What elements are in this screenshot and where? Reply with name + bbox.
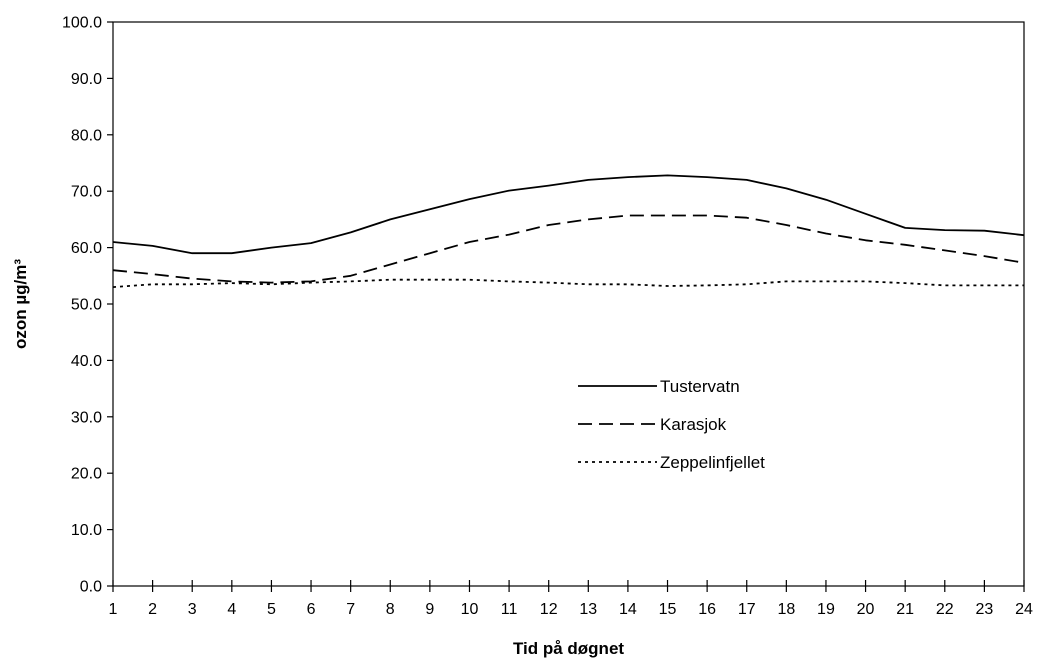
legend: Tustervatn Karasjok Zeppelinfjellet	[578, 377, 765, 472]
y-tick-label: 80.0	[71, 127, 102, 144]
x-axis-ticks: 1 2 3 4 5 6 7 8 9 10 11 12 13 14 15 16 17 18 19 20 21 22 23 24	[109, 580, 1033, 618]
y-axis-title: ozon µg/m³	[11, 259, 30, 349]
y-tick-label: 0.0	[80, 579, 102, 596]
x-tick-label: 23	[975, 601, 993, 618]
x-tick-label: 6	[307, 601, 316, 618]
plot-area-frame	[112, 21, 1025, 587]
x-axis-title: Tid på døgnet	[513, 639, 624, 658]
x-tick-label: 18	[777, 601, 795, 618]
legend-label-karasjok: Karasjok	[660, 415, 727, 434]
y-tick-label: 40.0	[71, 353, 102, 370]
x-tick-label: 9	[425, 601, 434, 618]
series-line-tustervatn	[112, 174, 1025, 255]
y-tick-label: 100.0	[62, 15, 102, 32]
legend-label-zeppelinfjellet: Zeppelinfjellet	[660, 453, 765, 472]
x-tick-label: 5	[267, 601, 276, 618]
x-tick-label: 24	[1015, 601, 1033, 618]
x-tick-label: 3	[188, 601, 197, 618]
x-tick-label: 12	[540, 601, 558, 618]
series-line-karasjok	[112, 214, 1025, 284]
series-lines	[112, 174, 1025, 288]
x-tick-label: 13	[579, 601, 597, 618]
x-tick-label: 10	[461, 601, 479, 618]
series-line-zeppelinfjellet	[112, 278, 1024, 288]
x-tick-label: 16	[698, 601, 716, 618]
legend-label-tustervatn: Tustervatn	[660, 377, 740, 396]
y-axis-ticks: 0.0 10.0 20.0 30.0 40.0 50.0 60.0 70.0 80.0 90.0 1…	[62, 15, 113, 596]
x-tick-label: 15	[659, 601, 677, 618]
y-tick-label: 10.0	[71, 522, 102, 539]
y-tick-label: 30.0	[71, 409, 102, 426]
x-tick-label: 4	[227, 601, 236, 618]
x-tick-label: 20	[857, 601, 875, 618]
x-tick-label: 22	[936, 601, 954, 618]
x-tick-label: 1	[109, 601, 118, 618]
y-tick-label: 90.0	[71, 71, 102, 88]
x-tick-label: 21	[896, 601, 914, 618]
x-tick-label: 8	[386, 601, 395, 618]
x-tick-label: 14	[619, 601, 637, 618]
x-tick-label: 17	[738, 601, 756, 618]
x-tick-label: 11	[501, 601, 518, 618]
y-tick-label: 50.0	[71, 297, 102, 314]
y-tick-label: 60.0	[71, 240, 102, 257]
y-tick-label: 70.0	[71, 184, 102, 201]
x-tick-label: 7	[346, 601, 355, 618]
x-tick-label: 19	[817, 601, 835, 618]
y-tick-label: 20.0	[71, 466, 102, 483]
x-tick-label: 2	[148, 601, 157, 618]
